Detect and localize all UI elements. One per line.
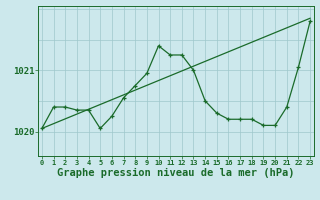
X-axis label: Graphe pression niveau de la mer (hPa): Graphe pression niveau de la mer (hPa) [57, 168, 295, 178]
